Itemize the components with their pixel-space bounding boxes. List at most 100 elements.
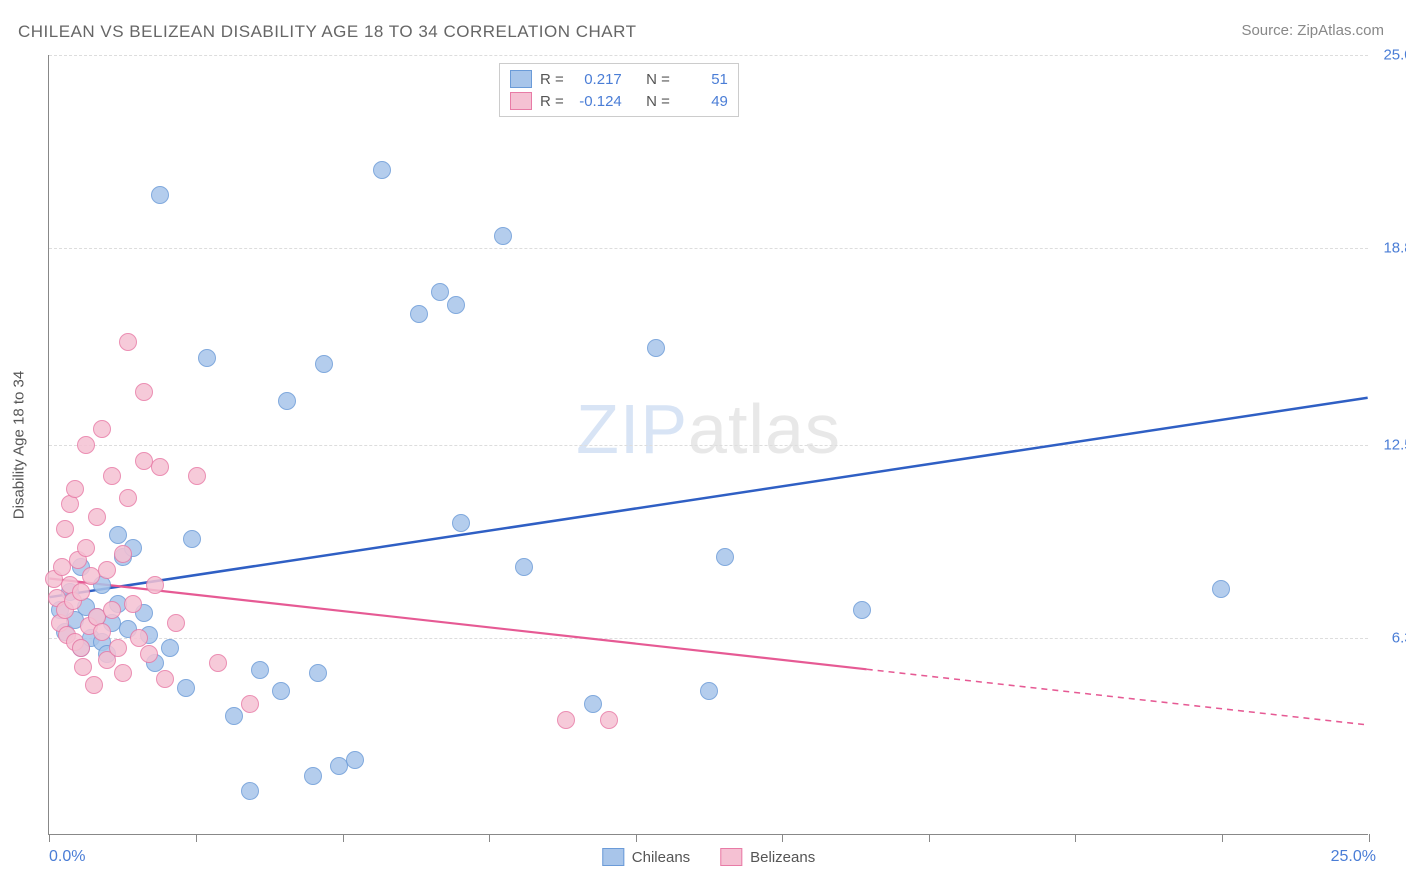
r-value-chileans: 0.217	[572, 71, 622, 88]
data-point	[431, 283, 449, 301]
r-label-2: R =	[540, 93, 564, 110]
data-point	[146, 576, 164, 594]
data-point	[410, 305, 428, 323]
watermark: ZIPatlas	[576, 389, 841, 469]
data-point	[188, 467, 206, 485]
data-point	[304, 767, 322, 785]
data-point	[151, 186, 169, 204]
data-point	[72, 583, 90, 601]
legend-item-belizeans: Belizeans	[720, 848, 815, 866]
data-point	[124, 595, 142, 613]
data-point	[647, 339, 665, 357]
y-tick-label: 6.3%	[1374, 630, 1406, 647]
data-point	[373, 161, 391, 179]
data-point	[103, 601, 121, 619]
data-point	[119, 489, 137, 507]
bottom-legend: Chileans Belizeans	[602, 848, 815, 866]
data-point	[161, 639, 179, 657]
plot-area: Disability Age 18 to 34 ZIPatlas 6.3%12.…	[48, 55, 1368, 835]
data-point	[241, 695, 259, 713]
data-point	[109, 526, 127, 544]
n-value-belizeans: 49	[678, 93, 728, 110]
legend-label-chileans: Chileans	[632, 849, 690, 866]
data-point	[88, 508, 106, 526]
data-point	[61, 495, 79, 513]
x-tick	[636, 834, 637, 842]
data-point	[515, 558, 533, 576]
watermark-zip: ZIP	[576, 390, 688, 468]
x-axis-max-label: 25.0%	[1331, 848, 1376, 866]
data-point	[85, 676, 103, 694]
x-tick	[49, 834, 50, 842]
data-point	[494, 227, 512, 245]
x-tick	[196, 834, 197, 842]
data-point	[66, 480, 84, 498]
swatch-chileans-icon	[510, 70, 532, 88]
data-point	[93, 623, 111, 641]
data-point	[77, 539, 95, 557]
data-point	[167, 614, 185, 632]
stats-row-belizeans: R = -0.124 N = 49	[510, 90, 728, 112]
x-tick	[1222, 834, 1223, 842]
x-tick	[782, 834, 783, 842]
data-point	[557, 711, 575, 729]
data-point	[156, 670, 174, 688]
x-tick	[1075, 834, 1076, 842]
data-point	[309, 664, 327, 682]
gridline	[49, 248, 1368, 249]
y-tick-label: 18.8%	[1374, 240, 1406, 257]
data-point	[447, 296, 465, 314]
legend-swatch-chileans-icon	[602, 848, 624, 866]
stats-box: R = 0.217 N = 51 R = -0.124 N = 49	[499, 63, 739, 117]
gridline	[49, 445, 1368, 446]
data-point	[272, 682, 290, 700]
legend-swatch-belizeans-icon	[720, 848, 742, 866]
gridline	[49, 638, 1368, 639]
data-point	[177, 679, 195, 697]
data-point	[135, 383, 153, 401]
source-label: Source: ZipAtlas.com	[1241, 22, 1384, 39]
data-point	[198, 349, 216, 367]
data-point	[452, 514, 470, 532]
n-value-chileans: 51	[678, 71, 728, 88]
data-point	[251, 661, 269, 679]
data-point	[1212, 580, 1230, 598]
x-tick	[489, 834, 490, 842]
data-point	[119, 333, 137, 351]
watermark-atlas: atlas	[688, 390, 841, 468]
data-point	[225, 707, 243, 725]
data-point	[346, 751, 364, 769]
data-point	[77, 436, 95, 454]
n-label-2: N =	[646, 93, 670, 110]
data-point	[93, 420, 111, 438]
x-tick	[929, 834, 930, 842]
data-point	[584, 695, 602, 713]
y-tick-label: 12.5%	[1374, 437, 1406, 454]
x-tick	[343, 834, 344, 842]
r-label: R =	[540, 71, 564, 88]
data-point	[183, 530, 201, 548]
data-point	[278, 392, 296, 410]
n-label: N =	[646, 71, 670, 88]
y-tick-label: 25.0%	[1374, 47, 1406, 64]
data-point	[241, 782, 259, 800]
gridline	[49, 55, 1368, 56]
chart-title: CHILEAN VS BELIZEAN DISABILITY AGE 18 TO…	[18, 22, 636, 42]
legend-label-belizeans: Belizeans	[750, 849, 815, 866]
stats-row-chileans: R = 0.217 N = 51	[510, 68, 728, 90]
r-value-belizeans: -0.124	[572, 93, 622, 110]
data-point	[853, 601, 871, 619]
data-point	[98, 561, 116, 579]
y-axis-title: Disability Age 18 to 34	[11, 370, 28, 518]
x-axis-min-label: 0.0%	[49, 848, 85, 866]
data-point	[56, 520, 74, 538]
data-point	[109, 639, 127, 657]
legend-item-chileans: Chileans	[602, 848, 690, 866]
data-point	[700, 682, 718, 700]
data-point	[600, 711, 618, 729]
swatch-belizeans-icon	[510, 92, 532, 110]
data-point	[114, 664, 132, 682]
data-point	[140, 645, 158, 663]
data-point	[74, 658, 92, 676]
data-point	[114, 545, 132, 563]
